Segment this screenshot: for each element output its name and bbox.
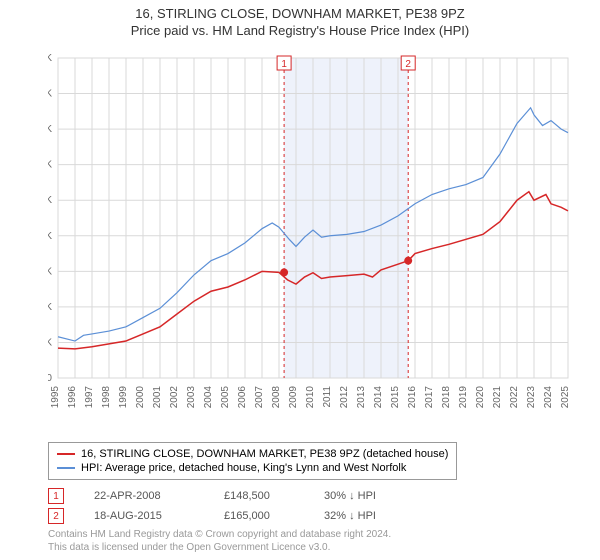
svg-text:£150K: £150K	[48, 266, 52, 277]
svg-text:£200K: £200K	[48, 231, 52, 242]
svg-text:2003: 2003	[186, 386, 197, 409]
svg-text:1: 1	[281, 59, 287, 70]
legend-item-property: 16, STIRLING CLOSE, DOWNHAM MARKET, PE38…	[57, 447, 448, 461]
svg-text:2006: 2006	[237, 386, 248, 409]
svg-text:2004: 2004	[203, 386, 214, 409]
legend: 16, STIRLING CLOSE, DOWNHAM MARKET, PE38…	[48, 442, 457, 480]
svg-text:2007: 2007	[254, 386, 265, 409]
sale-row: 2 18-AUG-2015 £165,000 32% ↓ HPI	[48, 506, 404, 526]
svg-text:2012: 2012	[339, 386, 350, 409]
legend-item-hpi: HPI: Average price, detached house, King…	[57, 461, 448, 475]
svg-text:£400K: £400K	[48, 89, 52, 100]
svg-text:2019: 2019	[458, 386, 469, 409]
svg-text:2005: 2005	[220, 386, 231, 409]
svg-text:£300K: £300K	[48, 160, 52, 171]
sale-price: £148,500	[224, 490, 294, 502]
svg-text:2000: 2000	[135, 386, 146, 409]
legend-swatch	[57, 467, 75, 469]
svg-text:1996: 1996	[67, 386, 78, 409]
svg-text:2023: 2023	[526, 386, 537, 409]
footer-line: This data is licensed under the Open Gov…	[48, 541, 391, 554]
page-subtitle: Price paid vs. HM Land Registry's House …	[0, 23, 600, 38]
svg-text:2018: 2018	[441, 386, 452, 409]
svg-text:2022: 2022	[509, 386, 520, 409]
svg-text:£450K: £450K	[48, 53, 52, 64]
svg-text:£100K: £100K	[48, 302, 52, 313]
sale-events: 1 22-APR-2008 £148,500 30% ↓ HPI 2 18-AU…	[48, 486, 404, 526]
svg-text:1995: 1995	[50, 386, 61, 409]
sale-hpi-delta: 32% ↓ HPI	[324, 510, 404, 522]
footer-line: Contains HM Land Registry data © Crown c…	[48, 528, 391, 541]
svg-text:1997: 1997	[84, 386, 95, 409]
svg-text:2011: 2011	[322, 386, 333, 408]
legend-label: 16, STIRLING CLOSE, DOWNHAM MARKET, PE38…	[81, 448, 448, 460]
svg-text:£350K: £350K	[48, 124, 52, 135]
sale-marker-icon: 2	[48, 508, 64, 524]
svg-text:2001: 2001	[152, 386, 163, 409]
svg-text:2014: 2014	[373, 386, 384, 409]
svg-text:2002: 2002	[169, 386, 180, 409]
sale-date: 18-AUG-2015	[94, 510, 194, 522]
svg-text:2021: 2021	[492, 386, 503, 409]
svg-text:2010: 2010	[305, 386, 316, 409]
sale-marker-icon: 1	[48, 488, 64, 504]
legend-swatch	[57, 453, 75, 455]
legend-label: HPI: Average price, detached house, King…	[81, 462, 406, 474]
sale-hpi-delta: 30% ↓ HPI	[324, 490, 404, 502]
svg-text:£250K: £250K	[48, 195, 52, 206]
svg-text:2008: 2008	[271, 386, 282, 409]
price-chart: £0 £50K £100K £150K £200K £250K £300K £350K £400…	[48, 50, 578, 410]
svg-text:2016: 2016	[407, 386, 418, 409]
svg-text:2013: 2013	[356, 386, 367, 409]
svg-text:£50K: £50K	[48, 337, 52, 348]
svg-text:1998: 1998	[101, 386, 112, 409]
svg-text:£0: £0	[48, 373, 52, 384]
svg-text:2017: 2017	[424, 386, 435, 409]
footer-attribution: Contains HM Land Registry data © Crown c…	[48, 528, 391, 554]
sale-price: £165,000	[224, 510, 294, 522]
sale-date: 22-APR-2008	[94, 490, 194, 502]
page-title: 16, STIRLING CLOSE, DOWNHAM MARKET, PE38…	[0, 6, 600, 21]
svg-text:1999: 1999	[118, 386, 129, 409]
svg-text:2024: 2024	[543, 386, 554, 409]
svg-text:2015: 2015	[390, 386, 401, 409]
svg-text:2009: 2009	[288, 386, 299, 409]
svg-text:2025: 2025	[560, 386, 571, 409]
svg-text:2: 2	[405, 59, 411, 70]
sale-row: 1 22-APR-2008 £148,500 30% ↓ HPI	[48, 486, 404, 506]
svg-text:2020: 2020	[475, 386, 486, 409]
